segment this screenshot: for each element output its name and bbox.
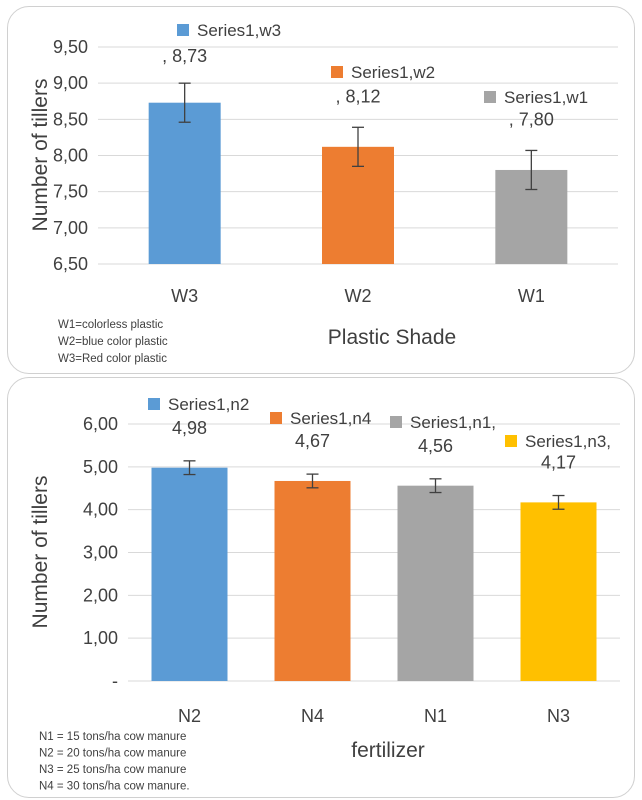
y-tick-label: 3,00 xyxy=(83,543,118,563)
data-label: 4,67 xyxy=(295,431,330,451)
x-tick-label: W2 xyxy=(345,286,372,306)
y-axis-title: Number of tillers xyxy=(29,476,52,629)
legend-swatch xyxy=(148,398,160,410)
y-tick-label: 4,00 xyxy=(83,500,118,520)
data-label: , 8,12 xyxy=(335,86,380,106)
y-tick-label: - xyxy=(112,671,118,691)
legend-note: N4 = 30 tons/ha cow manure. xyxy=(39,781,190,793)
legend-swatch xyxy=(390,416,402,428)
x-tick-label: W1 xyxy=(518,286,545,306)
x-tick-label: N2 xyxy=(178,706,201,726)
y-tick-label: 8,00 xyxy=(53,146,88,166)
legend-note: W1=colorless plastic xyxy=(58,319,163,331)
y-tick-label: 5,00 xyxy=(83,457,118,477)
x-tick-label: N4 xyxy=(301,706,324,726)
data-label: 4,17 xyxy=(541,453,576,473)
legend-swatch xyxy=(505,435,517,447)
y-tick-label: 9,50 xyxy=(53,37,88,57)
y-axis-title: Number of tillers xyxy=(29,79,52,232)
x-tick-label: N1 xyxy=(424,706,447,726)
bar-w3 xyxy=(148,102,221,265)
bar-n2 xyxy=(151,467,228,681)
x-axis-title: Plastic Shade xyxy=(328,326,456,349)
legend-label: Series1,n4 xyxy=(290,409,371,428)
bar-n3 xyxy=(520,502,597,681)
legend-label: Series1,w2 xyxy=(351,63,435,82)
legend-swatch xyxy=(331,66,343,78)
legend-label: Series1,n2 xyxy=(168,395,249,414)
legend-label: Series1,n3, xyxy=(525,432,611,451)
x-tick-label: N3 xyxy=(547,706,570,726)
legend-label: Series1,w3 xyxy=(197,21,281,40)
y-tick-label: 1,00 xyxy=(83,628,118,648)
legend-note: N3 = 25 tons/ha cow manure xyxy=(39,764,186,776)
y-tick-label: 6,00 xyxy=(83,414,118,434)
legend-label: Series1,w1 xyxy=(504,88,588,107)
legend-note: N2 = 20 tons/ha cow manure xyxy=(39,748,186,760)
bar-n4 xyxy=(274,480,351,681)
data-label: 4,56 xyxy=(418,436,453,456)
y-tick-label: 9,00 xyxy=(53,73,88,93)
legend-swatch xyxy=(177,24,189,36)
y-tick-label: 6,50 xyxy=(53,254,88,274)
legend-note: W2=blue color plastic xyxy=(58,336,168,348)
x-tick-label: W3 xyxy=(171,286,198,306)
y-tick-label: 7,50 xyxy=(53,182,88,202)
y-tick-label: 2,00 xyxy=(83,585,118,605)
x-axis-title: fertilizer xyxy=(351,739,425,762)
data-label: 4,98 xyxy=(172,418,207,438)
legend-label: Series1,n1, xyxy=(410,413,496,432)
bar-n1 xyxy=(397,485,474,681)
data-label: , 8,73 xyxy=(162,46,207,66)
legend-note: W3=Red color plastic xyxy=(58,353,167,365)
legend-note: N1 = 15 tons/ha cow manure xyxy=(39,731,186,743)
y-tick-label: 8,50 xyxy=(53,109,88,129)
data-label: , 7,80 xyxy=(509,109,554,129)
y-tick-label: 7,00 xyxy=(53,218,88,238)
legend-swatch xyxy=(484,91,496,103)
legend-swatch xyxy=(270,412,282,424)
